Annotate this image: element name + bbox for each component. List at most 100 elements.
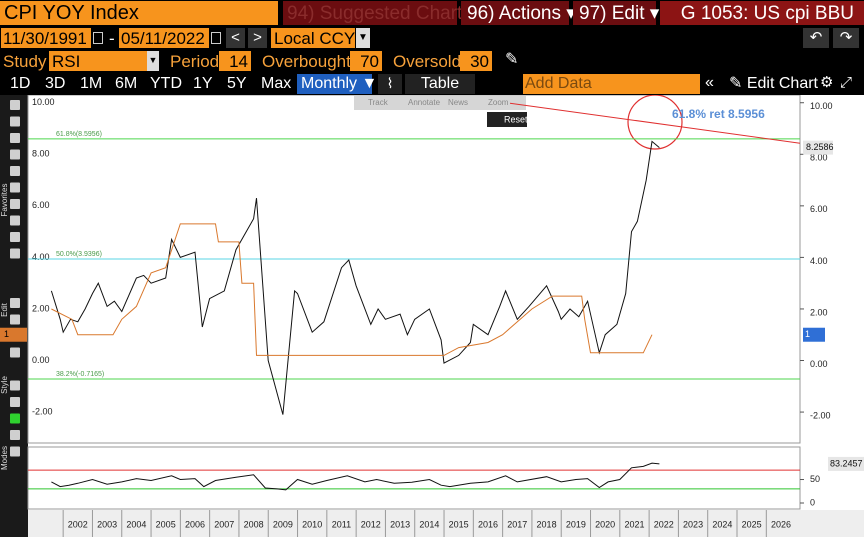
period-button[interactable]: 1D	[10, 75, 31, 92]
x-tick-label: 2007	[214, 519, 234, 529]
oversold-field[interactable]: 30	[460, 51, 492, 71]
chart-tools: Track Annotate News Zoom Reset	[354, 96, 528, 127]
edit-menu[interactable]: 97) Edit ▾	[573, 1, 659, 25]
reset-label[interactable]: Reset	[504, 114, 528, 124]
tool-icon[interactable]	[10, 215, 20, 226]
period-button[interactable]: 1Y	[193, 75, 213, 92]
overbought-field[interactable]: 70	[350, 51, 382, 71]
last-value-label: 8.2586	[806, 142, 834, 152]
security-field[interactable]: CPI YOY Index	[0, 1, 278, 25]
collapse-icon[interactable]: «	[705, 74, 714, 91]
tool-icon[interactable]	[10, 182, 20, 193]
undo-button[interactable]: ↶	[803, 28, 829, 48]
x-tick-label: 2019	[566, 519, 586, 529]
tool-icon[interactable]	[10, 166, 20, 176]
chart-tool[interactable]: News	[448, 98, 468, 107]
y-tick-label-right: 0.00	[810, 359, 828, 369]
tool-icon[interactable]	[10, 314, 20, 325]
x-axis-strip	[28, 510, 864, 537]
tool-icon[interactable]	[10, 100, 20, 110]
study-dropdown[interactable]: ▼	[147, 51, 159, 71]
y-tick-label-right: 4.00	[810, 256, 828, 266]
settings-icon[interactable]: ⚙	[820, 74, 834, 91]
x-tick-label: 2002	[68, 519, 88, 529]
start-date[interactable]: 11/30/1991	[1, 28, 91, 48]
tool-icon[interactable]	[10, 430, 20, 440]
add-data-field[interactable]: Add Data	[523, 74, 700, 94]
chart-tool[interactable]: Zoom	[488, 98, 509, 107]
tool-icon[interactable]	[10, 116, 20, 127]
last-value-box	[0, 327, 27, 342]
pencil-icon[interactable]: ✎	[505, 51, 519, 68]
y-tick-label-right: 6.00	[810, 204, 828, 214]
left-tool-icons: Favorites Edit Style Modes	[0, 100, 20, 470]
edit-chart-button[interactable]: ✎ Edit Chart	[727, 74, 818, 94]
x-tick-label: 2022	[654, 519, 674, 529]
tool-icon[interactable]	[10, 413, 20, 424]
redo-button[interactable]: ↷	[833, 28, 859, 48]
study-field[interactable]: RSI	[49, 51, 147, 71]
period-button[interactable]: YTD	[150, 75, 182, 92]
tool-icon[interactable]	[10, 248, 20, 259]
x-tick-label: 2005	[156, 519, 176, 529]
reset-button[interactable]	[487, 112, 527, 127]
tool-icon[interactable]	[10, 232, 20, 242]
x-tick-label: 2021	[624, 519, 644, 529]
ticker: G 1053: US cpi BBU	[660, 1, 864, 25]
x-tick-label: 2015	[449, 519, 469, 529]
x-tick-label: 2009	[273, 519, 293, 529]
edit-chart-label: Edit Chart	[746, 75, 818, 92]
x-tick-label: 2026	[771, 519, 791, 529]
last-value-box	[828, 456, 864, 471]
main-panel	[27, 95, 801, 444]
period-field[interactable]: 14	[219, 51, 251, 71]
tool-icon[interactable]	[10, 446, 20, 457]
tool-icon[interactable]	[10, 199, 20, 209]
period-button[interactable]: 3D	[45, 75, 66, 92]
next-button[interactable]: >	[248, 28, 267, 48]
date-dash: -	[109, 29, 115, 48]
currency-field[interactable]: Local CCY	[271, 28, 355, 48]
y-tick-label: 2.00	[32, 303, 50, 313]
x-tick-label: 2016	[478, 519, 498, 529]
data-line	[50, 140, 660, 415]
tool-icon[interactable]	[10, 397, 20, 407]
prev-button[interactable]: <	[226, 28, 245, 48]
suggested-charts[interactable]: 94) Suggested Charts	[283, 1, 472, 25]
data-line	[51, 462, 660, 491]
tool-icon[interactable]	[10, 347, 20, 358]
study-label: Study	[3, 52, 47, 71]
tool-icon[interactable]	[10, 298, 20, 308]
actions-menu[interactable]: 96) Actions ▾	[461, 1, 576, 25]
end-date[interactable]: 05/11/2022	[119, 28, 209, 48]
side-label: Favorites	[0, 184, 9, 217]
chart-tool[interactable]: Track	[368, 98, 389, 107]
pencil-icon: ✎	[729, 75, 747, 92]
tool-icon[interactable]	[10, 149, 20, 160]
tool-icon[interactable]	[10, 133, 20, 143]
x-tick-label: 2008	[244, 519, 264, 529]
fib-label: 61.8%(8.5956)	[56, 131, 102, 138]
chart-type-icon[interactable]: ⌇	[378, 74, 402, 94]
last-value-label: 1	[805, 329, 810, 339]
table-button[interactable]: Table	[405, 74, 475, 94]
period-button[interactable]: 6M	[115, 75, 138, 92]
calendar-icon[interactable]	[93, 32, 103, 44]
chart: Favorites Edit Style Modes Track Annotate New…	[0, 95, 864, 537]
rsi-panel	[27, 446, 801, 510]
x-tick-label: 2014	[419, 519, 439, 529]
calendar-icon[interactable]	[211, 32, 221, 44]
last-value-label: 83.2457	[830, 458, 863, 468]
period-button[interactable]: Max	[261, 75, 292, 92]
chart-tool[interactable]: Annotate	[408, 98, 441, 107]
tool-icon[interactable]	[10, 380, 20, 391]
expand-icon[interactable]: ⤢	[840, 74, 853, 91]
period-button[interactable]: 1M	[80, 75, 103, 92]
y-tick-label: 6.00	[32, 200, 50, 210]
y-tick-label: 8.00	[32, 149, 50, 159]
frequency-selector[interactable]: Monthly ▼	[297, 74, 377, 94]
currency-dropdown[interactable]: ▼	[356, 28, 370, 48]
period-button[interactable]: 5Y	[227, 75, 247, 92]
x-tick-label: 2006	[185, 519, 205, 529]
